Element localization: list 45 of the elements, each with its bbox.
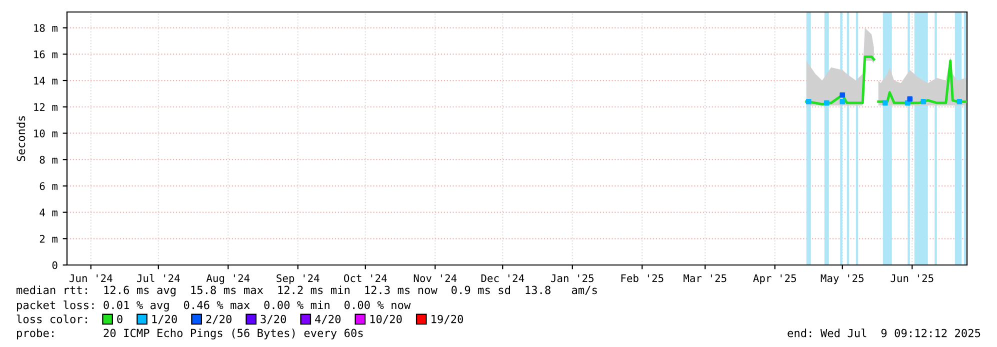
legend-label: 10/20 [370,314,402,324]
legend-label: 1/20 [152,314,177,324]
legend-label: 2/20 [206,314,232,324]
point [806,98,812,104]
x-tick-label: Apr '25 [753,274,796,284]
y-tick-label: 16 m [34,50,58,58]
point [840,92,846,98]
point [824,100,830,106]
text: packet loss: 0.01 % avg 0.46 % max 0.00 % min 0.00 % now [17,300,411,312]
x-tick-label: Jan '25 [550,274,594,282]
y-tick-label: 0 [52,261,58,270]
y-tick-label: 18 m [34,24,58,32]
point [956,98,962,104]
point [882,100,888,106]
x-tick-label: Aug '24 [206,274,250,284]
x-tick-label: Mar '25 [684,274,726,282]
x-tick-label: Jul '24 [136,274,180,282]
point [904,100,910,106]
y-tick-label: 4 m [40,208,58,216]
point [840,98,846,104]
x-tick-label: Jun '25 [890,274,934,282]
y-axis-title: Seconds [16,116,26,162]
legend-label: 19/20 [432,314,463,324]
x-tick-label: Nov '24 [414,274,457,282]
legend-label: 3/20 [260,314,286,324]
x-tick-label: Dec '24 [481,274,524,282]
legend-label: 4/20 [315,314,341,324]
text: probe: 20 ICMP Echo Pings (56 Bytes) every 60s [17,328,363,340]
y-tick-label: 6 m [40,182,58,190]
x-tick-label: Jun '24 [69,274,112,282]
x-tick-label: May '25 [820,274,864,284]
point [907,96,913,102]
text: end: Wed Jul 9 09:12:12 2025 [788,328,980,338]
x-tick-label: Oct '24 [344,274,387,282]
x-tick-label: Sep '24 [276,274,320,284]
y-tick-label: 8 m [40,156,58,164]
y-tick-label: 10 m [34,129,58,138]
x-tick-label: Feb '25 [621,274,664,282]
legend-label: 0 [117,314,122,324]
point [920,98,926,104]
y-tick-label: 14 m [34,76,58,85]
y-tick-label: 2 m [40,234,58,243]
text: median rtt: 12.6 ms avg 15.8 ms max 12.2 ms min 12.3 ms now 0.9 ms sd 13.8 am/s [16,286,597,296]
text: loss color: [16,314,87,324]
y-tick-label: 12 m [34,103,58,111]
